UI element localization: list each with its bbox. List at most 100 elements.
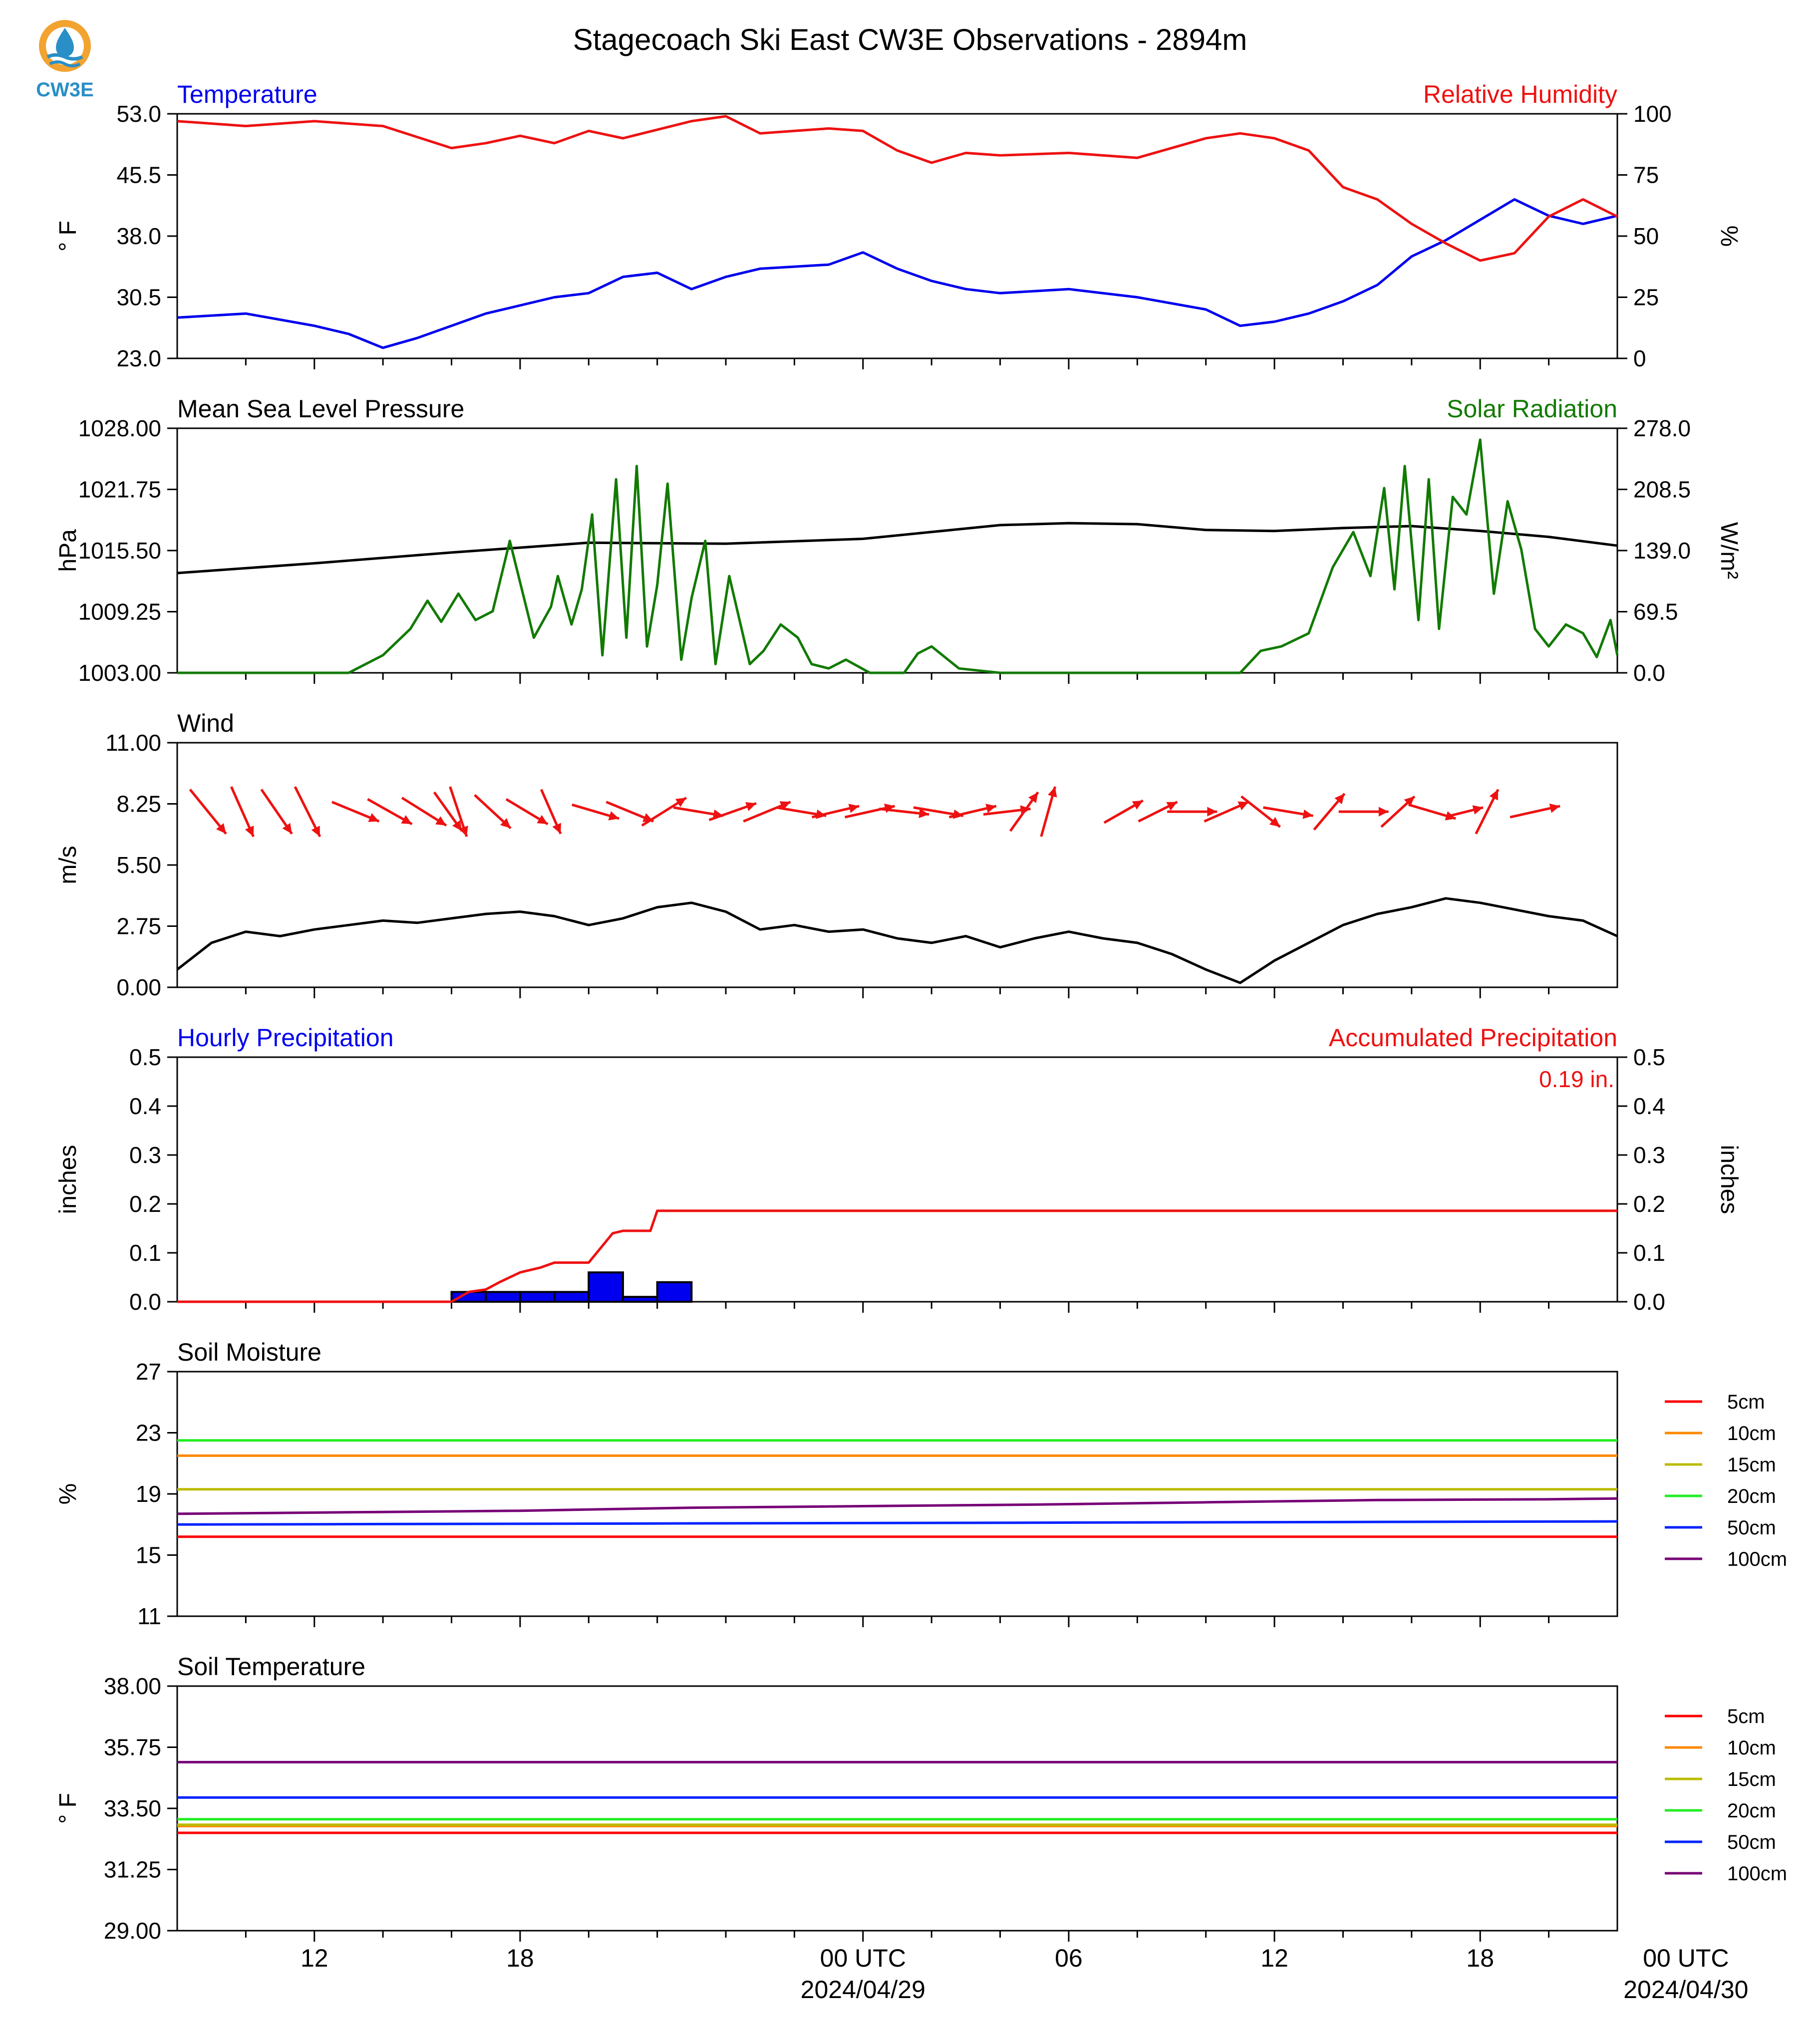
series-line-1 (177, 438, 1619, 674)
precip-bar (621, 1296, 658, 1303)
wind-arrow-head (1207, 807, 1217, 817)
panel-title: Hourly Precipitation (177, 1024, 394, 1052)
wind-arrow-head (245, 826, 254, 837)
wind-arrow-head (500, 818, 511, 829)
wind-arrow-head (1489, 789, 1499, 801)
precip-bar (485, 1291, 521, 1303)
panel-title: Soil Moisture (177, 1338, 321, 1366)
legend-label: 5cm (1727, 1391, 1765, 1413)
y-tick-label: 0.4 (129, 1093, 161, 1119)
wind-arrow-head (368, 813, 379, 822)
legend-label: 5cm (1727, 1706, 1765, 1728)
wind-arrow-head (985, 804, 996, 813)
wind-arrow-head (1166, 802, 1178, 811)
y-right-tick-label: 278.0 (1633, 415, 1691, 441)
panel-title-right: Relative Humidity (1423, 80, 1617, 108)
y-tick-label: 8.25 (116, 791, 161, 817)
panel-title: Soil Temperature (177, 1653, 365, 1681)
figure-title: Stagecoach Ski East CW3E Observations - … (573, 23, 1247, 56)
wind-arrow-head (1048, 787, 1057, 798)
y-right-axis-label: inches (1716, 1145, 1742, 1214)
x-tick-label: 00 UTC (1643, 1944, 1729, 1972)
panel-title-right: Solar Radiation (1447, 395, 1617, 423)
y-right-tick-label: 0 (1633, 345, 1646, 371)
wind-arrow-head (1549, 803, 1560, 813)
cw3e-logo: CW3E (30, 15, 100, 105)
y-tick-label: 1021.75 (78, 477, 161, 503)
y-tick-label: 1015.50 (78, 538, 161, 564)
panel-title: Mean Sea Level Pressure (177, 395, 464, 423)
wind-arrow-head (537, 815, 548, 825)
y-tick-label: 0.0 (129, 1289, 161, 1315)
panel-4: 0.0 0.1 0.2 0.3 0.4 0.5 0.0 0.1 0.2 0.3 0.4 0.5 Hour… (55, 1024, 1742, 1315)
y-tick-label: 27 (136, 1359, 161, 1385)
series-line-0 (177, 198, 1618, 349)
y-tick-label: 35.75 (104, 1735, 161, 1760)
y-tick-label: 23.0 (116, 345, 161, 371)
y-right-tick-label: 50 (1633, 223, 1659, 249)
y-axis-label: % (55, 1483, 81, 1505)
panel-6: 29.00 31.25 33.50 35.75 38.00 Soil Temperatur… (55, 1653, 1787, 1944)
x-tick-label: 00 UTC (820, 1944, 906, 1972)
wind-arrow-head (435, 816, 446, 826)
panel-3: 0.00 2.75 5.50 8.25 11.00 Wind m/s (55, 709, 1618, 1000)
series-line-0 (176, 897, 1618, 984)
y-tick-label: 11.00 (105, 730, 161, 756)
legend-label: 100cm (1727, 1548, 1787, 1570)
x-tick-label: 12 (1260, 1944, 1288, 1972)
wind-arrow-head (216, 823, 226, 834)
wind-arrow-head (1302, 809, 1313, 819)
wind-arrow-head (282, 823, 292, 834)
wind-arrow-head (1334, 794, 1345, 805)
y-tick-label: 38.00 (104, 1673, 161, 1699)
precip-bar (656, 1281, 693, 1303)
plot-frame (176, 1056, 1618, 1303)
y-tick-label: 5.50 (116, 852, 161, 878)
y-right-axis-label: W/m² (1716, 522, 1742, 579)
y-tick-label: 33.50 (104, 1795, 161, 1821)
y-right-tick-label: 75 (1633, 162, 1659, 188)
wind-arrow-head (1378, 807, 1389, 817)
y-axis-label: ° F (55, 1793, 81, 1824)
y-right-tick-label: 0.0 (1633, 1289, 1665, 1315)
y-axis-label: m/s (55, 846, 81, 884)
y-tick-label: 31.25 (104, 1857, 161, 1883)
y-axis-label: hPa (55, 529, 81, 572)
y-tick-label: 1028.00 (78, 415, 161, 441)
precip-bar (519, 1291, 556, 1303)
cw3e-logo-icon (39, 20, 91, 72)
legend-label: 20cm (1727, 1800, 1776, 1822)
panel-title: Wind (177, 709, 234, 737)
y-tick-label: 23 (136, 1420, 161, 1446)
wind-arrow-head (848, 804, 860, 813)
y-tick-label: 11 (137, 1603, 161, 1629)
logo-text: CW3E (36, 79, 94, 101)
legend-label: 50cm (1727, 1517, 1776, 1539)
accumulated-total: 0.19 in. (1539, 1066, 1614, 1092)
wind-arrow-head (608, 811, 619, 821)
y-right-tick-label: 100 (1633, 101, 1672, 127)
y-tick-label: 45.5 (116, 162, 161, 188)
y-tick-label: 0.5 (129, 1044, 161, 1070)
y-axis-label: ° F (55, 221, 81, 252)
y-tick-label: 0.00 (116, 974, 161, 1000)
legend-label: 100cm (1727, 1863, 1787, 1885)
y-right-tick-label: 139.0 (1633, 538, 1691, 564)
wind-arrow-head (675, 798, 686, 807)
legend-label: 10cm (1727, 1737, 1776, 1759)
y-right-tick-label: 25 (1633, 285, 1659, 310)
y-tick-label: 1009.25 (78, 599, 161, 625)
x-tick-label: 06 (1055, 1944, 1083, 1972)
x-tick-label: 18 (506, 1944, 534, 1972)
wind-arrow-head (1269, 817, 1280, 827)
y-right-tick-label: 0.3 (1633, 1142, 1665, 1168)
wind-arrow-head (1237, 801, 1249, 811)
wind-arrow-head (452, 820, 462, 831)
panel-5: 11 15 19 23 27 Soil Moisture% 5cm 10cm 15cm 20cm 5… (55, 1338, 1787, 1629)
x-tick-label: 18 (1466, 1944, 1494, 1972)
wind-arrow-head (1132, 800, 1143, 810)
wind-arrow-head (745, 802, 756, 811)
y-right-axis-label: % (1716, 226, 1742, 247)
panel-title: Temperature (177, 80, 317, 108)
